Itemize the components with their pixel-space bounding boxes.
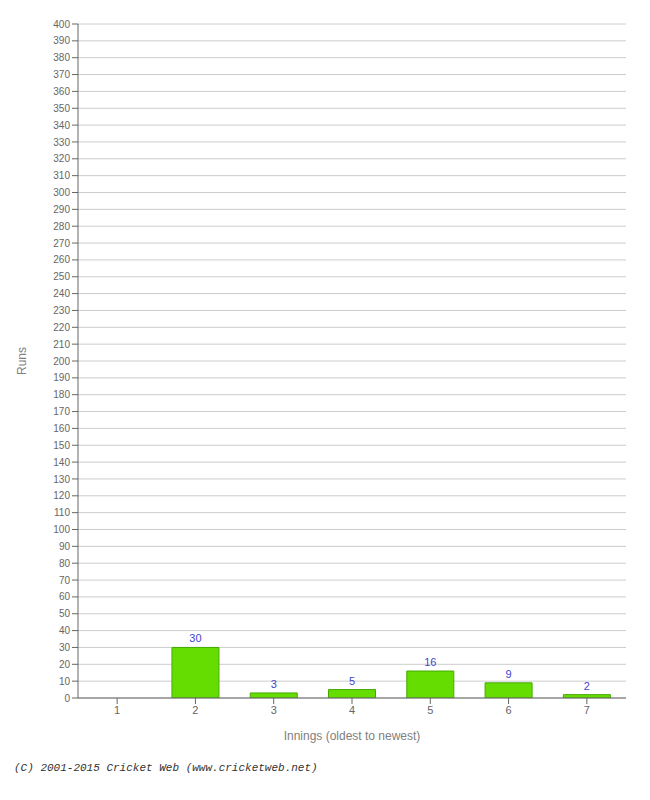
svg-text:390: 390 [53, 35, 70, 46]
svg-text:210: 210 [53, 339, 70, 350]
svg-text:2: 2 [584, 680, 590, 692]
svg-text:250: 250 [53, 271, 70, 282]
svg-text:Innings (oldest to newest): Innings (oldest to newest) [284, 729, 421, 743]
svg-text:120: 120 [53, 490, 70, 501]
svg-text:350: 350 [53, 103, 70, 114]
svg-text:80: 80 [59, 558, 71, 569]
svg-text:320: 320 [53, 153, 70, 164]
svg-text:220: 220 [53, 322, 70, 333]
svg-text:16: 16 [424, 656, 436, 668]
svg-text:60: 60 [59, 591, 71, 602]
svg-text:400: 400 [53, 19, 70, 30]
svg-text:30: 30 [189, 632, 201, 644]
svg-text:70: 70 [59, 575, 71, 586]
svg-text:2: 2 [192, 704, 198, 716]
svg-text:6: 6 [506, 704, 512, 716]
svg-text:90: 90 [59, 541, 71, 552]
svg-text:280: 280 [53, 221, 70, 232]
svg-text:270: 270 [53, 238, 70, 249]
svg-text:360: 360 [53, 86, 70, 97]
svg-text:370: 370 [53, 69, 70, 80]
svg-text:300: 300 [53, 187, 70, 198]
svg-text:150: 150 [53, 440, 70, 451]
svg-text:140: 140 [53, 457, 70, 468]
html-text:(C) 2001-2015 Cricket Web (www: (C) 2001-2015 Cricket Web (www.cricketwe… [14, 762, 318, 774]
svg-text:50: 50 [59, 608, 71, 619]
svg-text:5: 5 [349, 675, 355, 687]
svg-text:100: 100 [53, 524, 70, 535]
svg-text:0: 0 [64, 693, 70, 704]
svg-text:170: 170 [53, 406, 70, 417]
svg-text:340: 340 [53, 120, 70, 131]
svg-text:380: 380 [53, 52, 70, 63]
svg-text:3: 3 [271, 678, 277, 690]
svg-text:110: 110 [54, 507, 70, 518]
svg-text:3: 3 [271, 704, 277, 716]
svg-text:20: 20 [59, 659, 71, 670]
svg-text:200: 200 [53, 356, 70, 367]
svg-text:1: 1 [114, 704, 120, 716]
svg-text:9: 9 [506, 668, 512, 680]
svg-text:240: 240 [53, 288, 70, 299]
svg-text:190: 190 [53, 372, 70, 383]
svg-text:Runs: Runs [15, 347, 29, 375]
svg-text:10: 10 [59, 676, 71, 687]
svg-text:40: 40 [59, 625, 71, 636]
svg-text:230: 230 [53, 305, 70, 316]
svg-text:260: 260 [53, 254, 70, 265]
svg-text:30: 30 [59, 642, 71, 653]
svg-text:290: 290 [53, 204, 70, 215]
svg-text:310: 310 [53, 170, 70, 181]
svg-text:7: 7 [584, 704, 590, 716]
svg-text:180: 180 [53, 389, 70, 400]
svg-text:330: 330 [53, 137, 70, 148]
svg-text:5: 5 [427, 704, 433, 716]
svg-text:130: 130 [53, 474, 70, 485]
svg-text:4: 4 [349, 704, 355, 716]
svg-text:160: 160 [53, 423, 70, 434]
